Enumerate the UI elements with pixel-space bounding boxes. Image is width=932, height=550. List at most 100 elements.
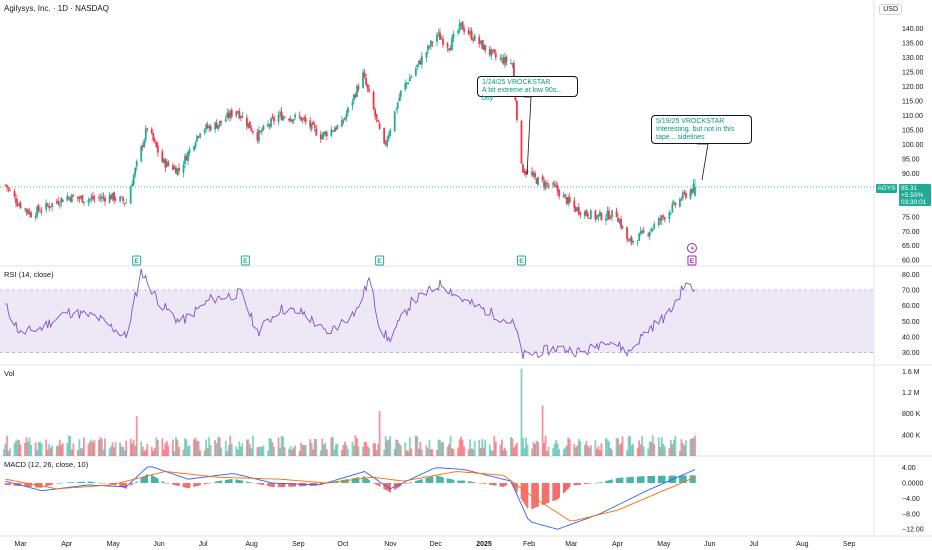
candle-body (547, 185, 550, 186)
candle-body (270, 118, 272, 127)
volume-bar (516, 443, 518, 456)
candle-body (224, 118, 227, 122)
price-tick-label: 100.00 (902, 142, 924, 149)
candle-body (562, 194, 565, 198)
candle-body (482, 44, 485, 50)
earnings-marker-label: E (243, 258, 248, 265)
volume-bar (173, 451, 176, 456)
macd-histogram-bar (576, 483, 579, 486)
candle-body (353, 94, 355, 101)
candle-body (436, 34, 438, 43)
candle-body (615, 211, 618, 217)
volume-bar (227, 445, 230, 456)
macd-histogram-bar (378, 483, 381, 487)
macd-histogram-bar (600, 482, 603, 484)
annotation-2-line-3: tape... sidelines (656, 134, 705, 141)
macd-histogram-bar (647, 475, 650, 484)
candle-body (589, 210, 592, 219)
macd-histogram-bar (535, 483, 538, 508)
volume-bar (152, 450, 155, 456)
macd-histogram-bar (135, 481, 138, 484)
macd-histogram-bar (446, 478, 449, 484)
macd-histogram-bar (605, 480, 607, 484)
lightning-icon-glyph (690, 245, 695, 252)
volume-bar (641, 436, 644, 456)
volume-tick-label: 400 K (902, 432, 921, 439)
macd-histogram-bar (564, 483, 567, 492)
candle-body (605, 218, 607, 221)
volume-bar (58, 439, 61, 456)
annotation-callout-1[interactable]: 1/24/25 VROCKSTAR A bit extreme at low 9… (477, 76, 578, 102)
macd-histogram-bar (163, 482, 165, 484)
volume-bar (372, 442, 375, 456)
volume-bar (629, 436, 631, 456)
time-axis-label: Aug (796, 541, 809, 548)
volume-bar (4, 443, 7, 456)
earnings-marker-box (687, 255, 697, 266)
macd-histogram-bar (409, 482, 411, 484)
volume-bar (567, 437, 570, 456)
candle-body (235, 111, 238, 116)
volume-bar (611, 449, 613, 456)
candle-body (556, 186, 559, 192)
candle-body (417, 60, 420, 65)
volume-bar (522, 438, 524, 456)
volume-bar (680, 439, 683, 456)
volume-bar (114, 442, 117, 456)
volume-bar (583, 444, 586, 456)
macd-line (5, 466, 696, 530)
candle-body (585, 210, 588, 215)
candle-body (61, 199, 64, 202)
macd-histogram-bar (520, 483, 523, 500)
candle-body (357, 86, 360, 89)
macd-histogram-bar (615, 478, 618, 484)
candle-body (377, 119, 380, 122)
macd-histogram-bar (449, 479, 452, 484)
volume-bar (259, 446, 262, 456)
candle-body (579, 212, 582, 216)
candle-body (336, 125, 339, 129)
macd-histogram-bar (157, 478, 159, 484)
candle-body (111, 192, 114, 200)
candle-body (131, 184, 134, 187)
candle-body (399, 90, 402, 97)
macd-histogram-bar (249, 482, 251, 484)
volume-bar (172, 439, 174, 456)
volume-bar (215, 443, 218, 456)
volume-bar (230, 443, 233, 456)
earnings-marker-box (240, 255, 250, 266)
volume-bar (431, 449, 434, 456)
volume-bar (51, 445, 54, 456)
macd-histogram-bar (90, 481, 93, 484)
macd-histogram-bar (469, 481, 471, 484)
macd-histogram-bar (617, 477, 619, 484)
candle-body (209, 126, 212, 131)
volume-bar (187, 446, 189, 456)
volume-bar (404, 442, 407, 456)
volume-bar (427, 448, 429, 456)
volume-bar (344, 441, 346, 456)
macd-histogram-bar (131, 483, 133, 485)
volume-bar (57, 445, 60, 456)
macd-histogram-bar (15, 483, 17, 486)
candle-body (375, 114, 378, 119)
macd-histogram-bar (188, 483, 191, 488)
candle-body (567, 197, 570, 204)
macd-histogram-bar (4, 483, 7, 485)
last-price: 85.31 (901, 185, 918, 192)
annotation-callout-2[interactable]: 5/19/25 VROCKSTAR Interesting, but not i… (651, 115, 752, 144)
volume-bar (457, 447, 459, 456)
macd-histogram-bar (71, 482, 73, 484)
macd-pane-label: MACD (12, 26, close, 10) (4, 460, 89, 469)
candle-body (129, 187, 132, 204)
macd-histogram-bar (178, 483, 180, 487)
volume-bar (205, 439, 208, 456)
volume-bar (176, 439, 179, 456)
macd-histogram-bar (692, 475, 695, 484)
annotation-2-line-1: 5/19/25 VROCKSTAR (656, 118, 725, 125)
currency-button[interactable]: USD (879, 4, 902, 15)
volume-bar (374, 443, 377, 456)
volume-bar (301, 444, 304, 456)
macd-histogram-bar (87, 481, 90, 484)
